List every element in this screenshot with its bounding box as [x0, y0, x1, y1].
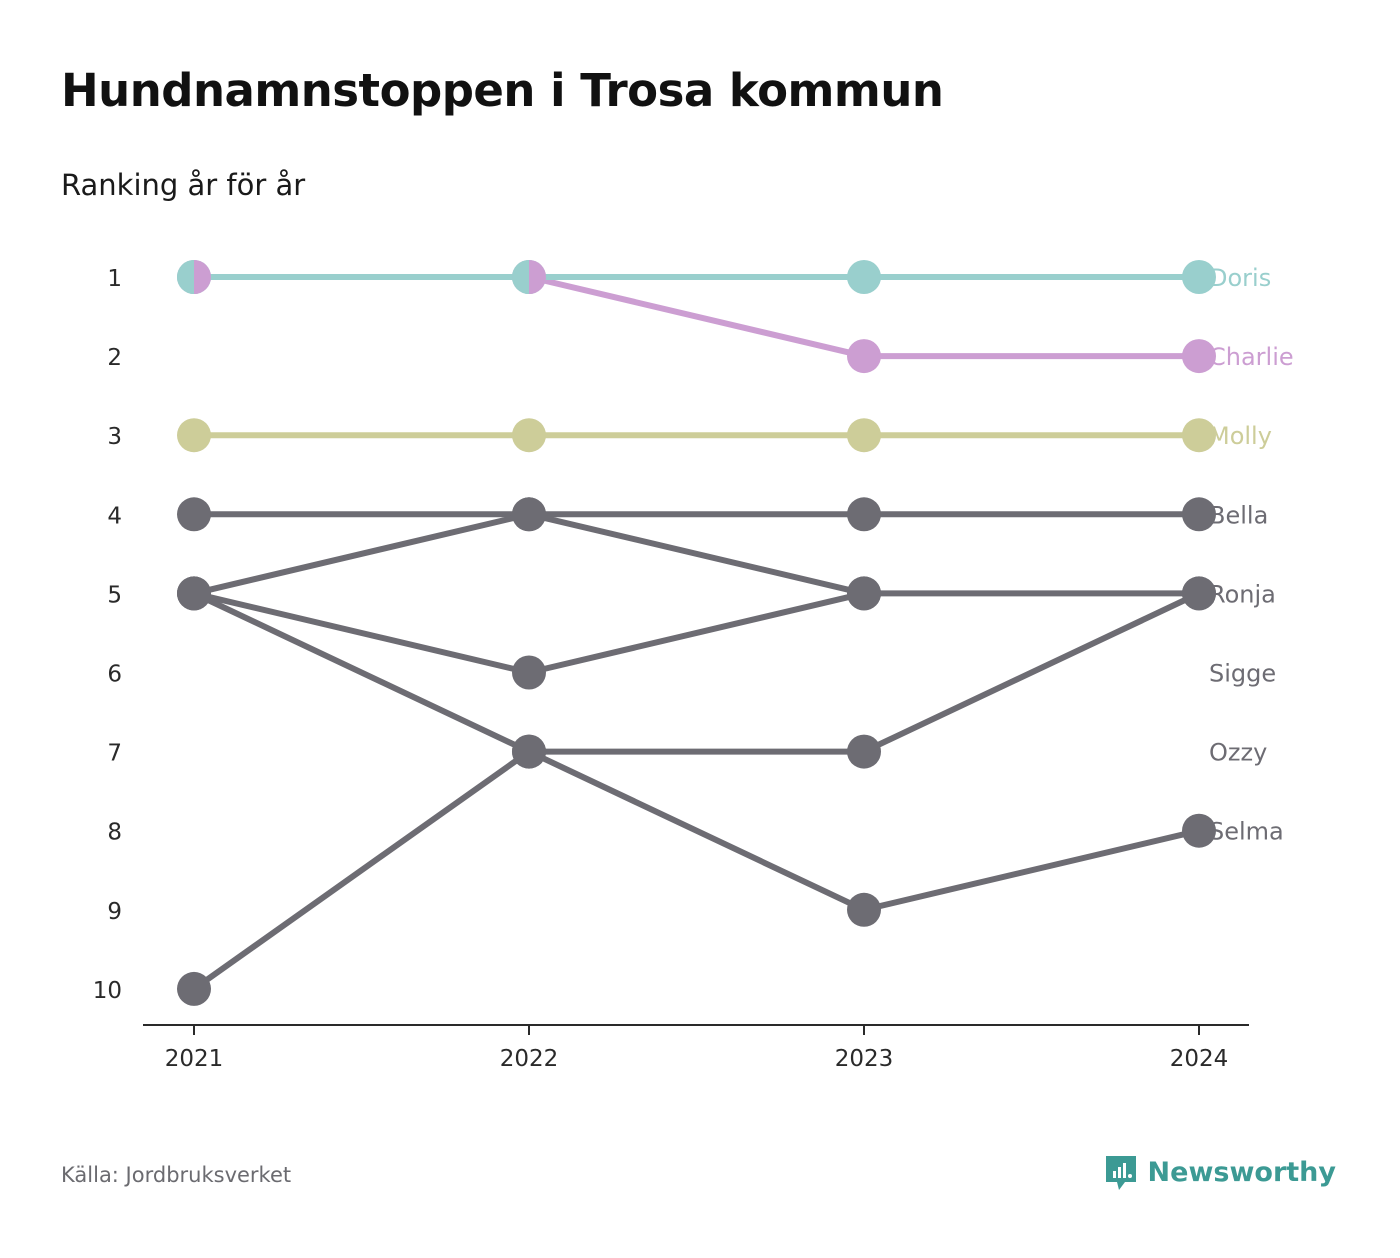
data-point-ozzy — [177, 576, 211, 611]
series-label-selma: Selma — [1209, 818, 1284, 846]
y-tick-label: 2 — [107, 345, 122, 371]
data-point-ronja — [512, 497, 546, 532]
y-tick-label: 3 — [107, 424, 122, 450]
y-tick-label: 1 — [107, 266, 122, 292]
data-point-ozzy — [847, 734, 881, 769]
data-point-selma — [512, 734, 546, 769]
data-point-bella — [847, 497, 881, 532]
y-tick-label: 4 — [107, 503, 122, 529]
data-point-ozzy — [1182, 576, 1216, 611]
data-point-selma — [847, 892, 881, 927]
y-tick-label: 5 — [107, 582, 122, 608]
x-axis: 2021 2022 2023 2024 — [143, 1024, 1249, 1072]
chart-title: Hundnamnstoppen i Trosa kommun — [61, 64, 944, 117]
data-point-bella — [1182, 497, 1216, 532]
series-line-selma — [191, 748, 1202, 992]
data-point-charlie-half — [194, 260, 211, 294]
x-tick-label: 2021 — [165, 1046, 224, 1072]
series-points — [177, 260, 1216, 1006]
series-line-ronja — [191, 511, 1202, 597]
series-line-ozzy — [191, 590, 1202, 755]
series-line-charlie — [191, 274, 1202, 360]
y-tick-label: 10 — [93, 978, 122, 1004]
series-label-doris: Doris — [1209, 264, 1271, 292]
data-point-molly — [1182, 418, 1216, 453]
data-point-charlie — [1182, 339, 1216, 374]
x-tick-label: 2023 — [835, 1046, 894, 1072]
data-point-selma — [177, 971, 211, 1006]
data-point-doris — [1182, 260, 1216, 294]
x-tick-label: 2024 — [1170, 1046, 1229, 1072]
data-point-doris-half — [177, 260, 194, 294]
data-point-molly — [177, 418, 211, 453]
data-point-charlie-half — [529, 260, 546, 294]
x-tick-label: 2022 — [500, 1046, 559, 1072]
series-label-ronja: Ronja — [1209, 580, 1276, 608]
series-label-charlie: Charlie — [1209, 343, 1294, 371]
series-label-bella: Bella — [1209, 501, 1268, 529]
data-point-doris-half — [512, 260, 529, 294]
data-point-selma — [1182, 813, 1216, 848]
data-point-sigge — [847, 576, 881, 611]
brand-logo: Newsworthy — [1104, 1152, 1336, 1192]
data-point-sigge — [512, 655, 546, 690]
data-point-molly — [512, 418, 546, 453]
bump-chart: 1 2 3 4 5 6 7 8 9 10 2021 2022 2023 2024 Doris Charlie M… — [93, 260, 1294, 1072]
y-tick-label: 9 — [107, 899, 122, 925]
chart-subtitle: Ranking år för år — [61, 168, 306, 202]
series-label-ozzy: Ozzy — [1209, 739, 1267, 767]
source-note: Källa: Jordbruksverket — [61, 1163, 292, 1187]
y-tick-label: 7 — [107, 741, 122, 767]
data-point-molly — [847, 418, 881, 453]
y-axis: 1 2 3 4 5 6 7 8 9 10 — [93, 266, 122, 1004]
data-point-doris — [847, 260, 881, 294]
data-point-bella — [177, 497, 211, 532]
y-tick-label: 8 — [107, 820, 122, 846]
data-point-charlie — [847, 339, 881, 374]
y-tick-label: 6 — [107, 662, 122, 688]
series-lines — [191, 274, 1202, 992]
newsworthy-logo-icon — [1105, 1156, 1136, 1190]
brand-name: Newsworthy — [1147, 1156, 1336, 1188]
series-label-molly: Molly — [1209, 422, 1272, 450]
end-labels: Doris Charlie Molly Bella Ronja Sigge Ozzy Selm… — [1209, 264, 1294, 846]
series-label-sigge: Sigge — [1209, 660, 1276, 688]
